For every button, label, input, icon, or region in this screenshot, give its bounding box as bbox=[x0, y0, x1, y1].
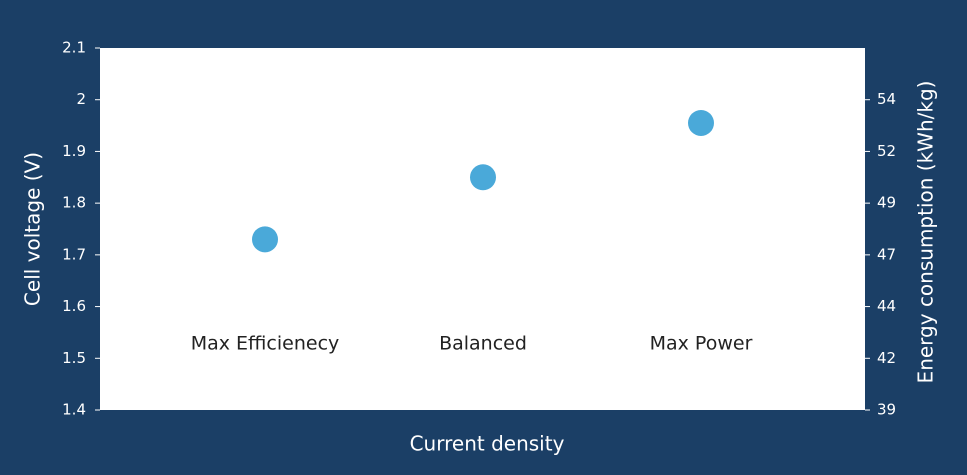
y2-tick-label: 44 bbox=[877, 297, 896, 315]
y-tick-label: 2 bbox=[76, 90, 86, 108]
y-tick-label: 1.6 bbox=[62, 297, 86, 315]
y-tick-label: 2.1 bbox=[62, 39, 86, 57]
y-tick-label: 1.5 bbox=[62, 349, 86, 367]
point bbox=[470, 164, 496, 191]
y2-tick-label: 39 bbox=[877, 401, 896, 419]
y2-tick-label: 54 bbox=[877, 90, 896, 108]
y2-tick-label: 52 bbox=[877, 142, 896, 160]
y2-axis-label: Energy consumption (kWh/kg) bbox=[914, 81, 938, 384]
point bbox=[252, 226, 278, 253]
y-tick-label: 1.9 bbox=[62, 142, 86, 160]
x-axis-label: Current density bbox=[410, 432, 565, 456]
x-tick-label: Max Power bbox=[650, 333, 753, 355]
y-tick-label: 1.8 bbox=[62, 194, 86, 212]
y-axis-label: Cell voltage (V) bbox=[21, 152, 45, 306]
y-tick-label: 1.7 bbox=[62, 245, 86, 263]
plot-area bbox=[100, 48, 865, 410]
y2-tick-label: 47 bbox=[877, 245, 896, 263]
x-tick-label: Max Efficienecy bbox=[191, 333, 340, 355]
y2-tick-label: 42 bbox=[877, 349, 896, 367]
point bbox=[688, 109, 714, 136]
y-tick-label: 1.4 bbox=[62, 401, 86, 419]
y2-tick-label: 49 bbox=[877, 194, 896, 212]
x-tick-label: Balanced bbox=[439, 333, 527, 355]
